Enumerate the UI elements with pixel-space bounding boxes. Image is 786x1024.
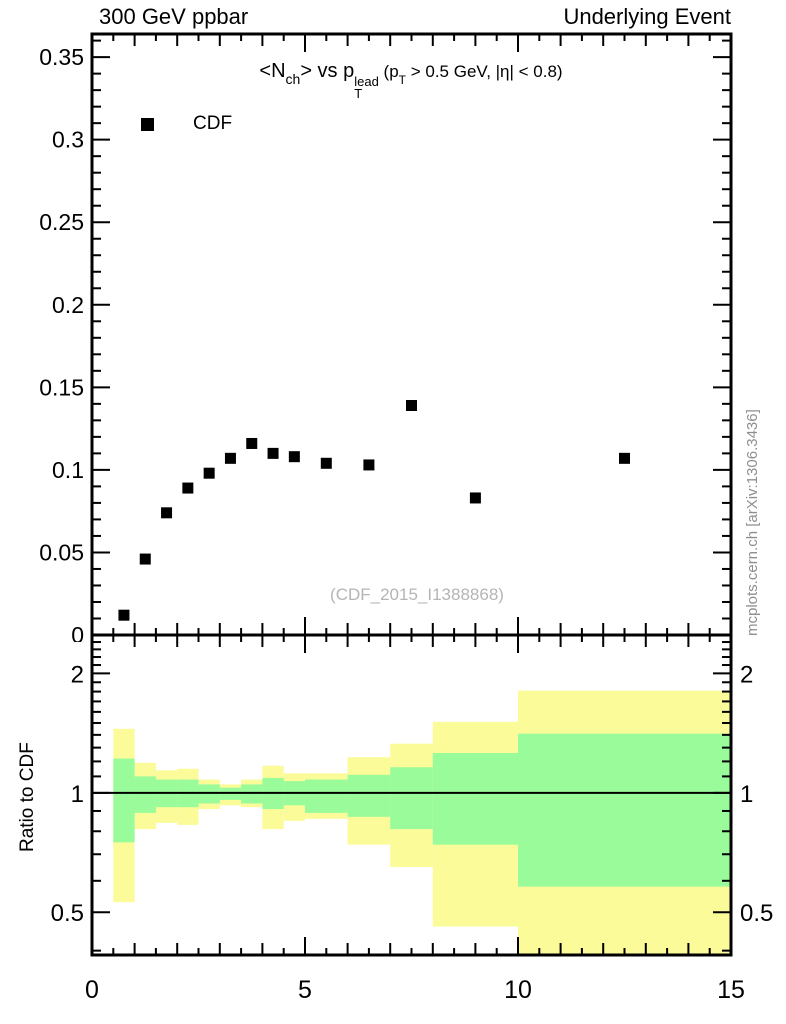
axis-tick-label: 0 — [71, 622, 84, 648]
data-point — [161, 507, 173, 519]
title-segment: <N — [259, 60, 286, 82]
axis-tick-label: 0.05 — [39, 539, 84, 565]
data-point — [288, 451, 300, 463]
axis-tick-label: 0.35 — [39, 44, 84, 70]
band-green-bin — [113, 758, 135, 843]
ratio-axis-title: Ratio to CDF — [17, 742, 38, 852]
ratio-plot-frame — [90, 633, 733, 957]
title-segment: > vs p — [300, 60, 355, 82]
data-point — [118, 609, 130, 621]
data-point — [182, 482, 194, 494]
axis-tick-label: 0.2 — [52, 292, 84, 318]
title-segment: > 0.5 GeV, |η| < 0.8) — [406, 62, 563, 81]
observable-group-label: Underlying Event — [563, 4, 731, 29]
axis-tick-label: 0.1 — [52, 457, 84, 483]
axis-tick-label: 2 — [740, 661, 753, 688]
axis-tick-label: 10 — [504, 976, 532, 1004]
title-segment: (p — [378, 62, 399, 81]
data-point — [267, 447, 279, 459]
axis-tick-label: 0.15 — [39, 374, 84, 400]
axis-tick-label: 0.5 — [51, 900, 84, 927]
band-green-bin — [134, 776, 156, 813]
mcplots-attribution-text: mcplots.cern.ch [arXiv:1306.3436] — [744, 409, 761, 636]
cdf-data-points — [118, 399, 630, 621]
title-sup-sub-stack: lead T — [354, 74, 379, 101]
band-green-bin — [518, 733, 731, 887]
axis-tick-label: 1 — [71, 781, 84, 808]
axis-tick-labels: 0 0.05 0.1 0.15 0.2 0.25 0.3 0.35 0.5 0.5 1 1 2 2 0 5 10… — [39, 44, 773, 1004]
band-green-bin — [305, 779, 348, 813]
title-segment: ch — [285, 71, 301, 87]
band-green-bin — [347, 774, 391, 817]
ratio-uncertainty-bands — [113, 690, 731, 955]
title-segment: T — [398, 73, 407, 87]
axis-tick-label: 2 — [71, 661, 84, 688]
axis-tick-label: 0.25 — [39, 209, 84, 235]
data-point — [469, 492, 481, 504]
cdf-square-marker-icon — [141, 117, 154, 131]
beam-energy-label: 300 GeV ppbar — [99, 4, 249, 29]
data-point — [246, 437, 258, 449]
data-point — [224, 452, 236, 464]
legend-label-cdf: CDF — [193, 113, 233, 134]
band-green-bin — [432, 753, 518, 845]
axis-tick-label: 0.3 — [52, 127, 84, 153]
data-point — [363, 459, 375, 471]
axis-tick-label: 0 — [85, 976, 99, 1004]
axis-tick-label: 5 — [298, 976, 312, 1004]
legend: CDF — [141, 113, 233, 134]
data-point — [139, 553, 151, 565]
plot-title: <Nch> vs p lead T (pT > 0.5 GeV, |η| < 0.8… — [259, 60, 562, 100]
band-green-bin — [241, 784, 263, 804]
axis-tick-label: 0.5 — [740, 900, 773, 927]
data-point — [406, 399, 417, 411]
band-green-bin — [198, 784, 220, 804]
data-point — [203, 467, 215, 479]
data-point — [619, 452, 630, 464]
analysis-id-watermark: (CDF_2015_I1388868) — [330, 585, 504, 604]
axis-tick-label: 1 — [740, 781, 753, 808]
data-point — [320, 457, 332, 469]
band-green-bin — [390, 767, 433, 830]
axis-tick-label: 15 — [717, 976, 745, 1004]
